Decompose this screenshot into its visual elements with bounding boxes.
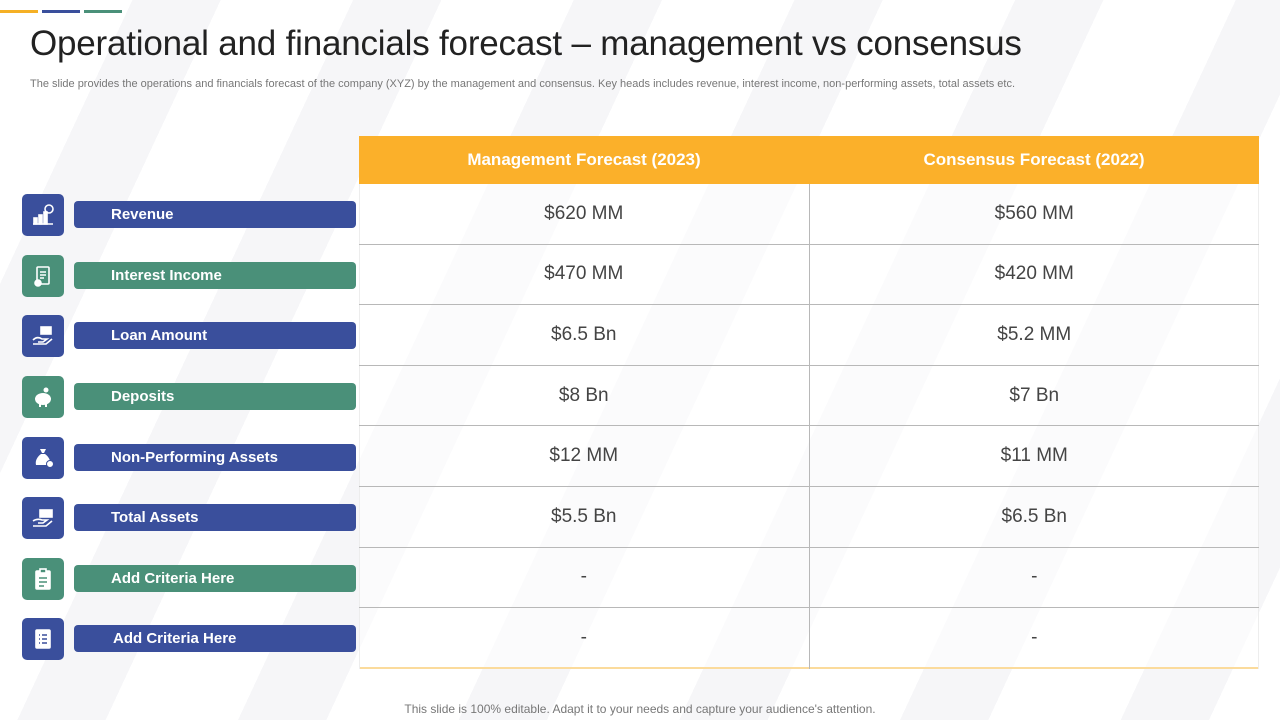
table-row: $12 MM $11 MM (359, 426, 1259, 487)
table-row: $620 MM $560 MM (359, 184, 1259, 245)
cell-consensus: $560 MM (809, 184, 1259, 244)
cell-consensus: - (809, 608, 1259, 669)
row-label-interest-income: Interest Income (22, 255, 356, 297)
document-money-icon (22, 255, 64, 297)
cell-management: - (359, 608, 810, 669)
row-label-non-performing-assets: Non-Performing Assets (22, 437, 356, 479)
slide-subtitle: The slide provides the operations and fi… (30, 78, 1016, 90)
money-bag-icon (22, 437, 64, 479)
cell-management: $8 Bn (359, 365, 810, 426)
cell-consensus: $420 MM (809, 244, 1259, 305)
accent-bar-yellow (0, 10, 38, 13)
table-row: - - (359, 608, 1259, 669)
cell-management: $5.5 Bn (359, 486, 810, 547)
cell-consensus: $11 MM (809, 426, 1259, 486)
cell-management: $12 MM (359, 426, 810, 486)
row-label-bar: Add Criteria Here (74, 625, 356, 652)
slide-title: Operational and financials forecast – ma… (30, 24, 1022, 63)
revenue-chart-icon (22, 194, 64, 236)
cell-management: - (359, 547, 810, 608)
row-label-loan-amount: Loan Amount (22, 315, 356, 357)
row-label-bar: Revenue (74, 201, 356, 228)
table-body: $620 MM $560 MM $470 MM $420 MM $6.5 Bn … (359, 184, 1259, 669)
checklist-icon (22, 618, 64, 660)
cell-consensus: $5.2 MM (809, 305, 1259, 365)
table-row: $8 Bn $7 Bn (359, 365, 1259, 427)
table-row: $470 MM $420 MM (359, 244, 1259, 306)
table-header: Management Forecast (2023) Consensus For… (359, 136, 1259, 184)
accent-bar-green (84, 10, 122, 13)
cell-management: $620 MM (359, 184, 810, 244)
clipboard-icon (22, 558, 64, 600)
header-consensus-forecast: Consensus Forecast (2022) (923, 150, 1145, 169)
row-label-add-criteria-2: Add Criteria Here (22, 618, 356, 660)
row-label-bar: Loan Amount (74, 322, 356, 349)
row-label-total-assets: Total Assets (22, 497, 356, 539)
row-label-revenue: Revenue (22, 194, 356, 236)
row-label-bar: Non-Performing Assets (74, 444, 356, 471)
cell-consensus: $6.5 Bn (809, 486, 1259, 547)
row-label-add-criteria-1: Add Criteria Here (22, 558, 356, 600)
cell-consensus: $7 Bn (809, 365, 1259, 426)
table-row: $6.5 Bn $5.2 MM (359, 305, 1259, 366)
slide-footer: This slide is 100% editable. Adapt it to… (404, 702, 876, 716)
accent-bar-blue (42, 10, 80, 13)
cell-management: $6.5 Bn (359, 305, 810, 365)
hand-cash-icon (22, 497, 64, 539)
row-label-bar: Total Assets (74, 504, 356, 531)
row-label-bar: Add Criteria Here (74, 565, 356, 592)
row-label-bar: Interest Income (74, 262, 356, 289)
cell-management: $470 MM (359, 244, 810, 305)
row-label-deposits: Deposits (22, 376, 356, 418)
row-label-bar: Deposits (74, 383, 356, 410)
table-row: $5.5 Bn $6.5 Bn (359, 486, 1259, 548)
cell-consensus: - (809, 547, 1259, 608)
table-row: - - (359, 547, 1259, 609)
forecast-table: Management Forecast (2023) Consensus For… (359, 136, 1259, 669)
header-management-forecast: Management Forecast (2023) (467, 150, 701, 169)
piggy-bank-icon (22, 376, 64, 418)
hand-money-icon (22, 315, 64, 357)
